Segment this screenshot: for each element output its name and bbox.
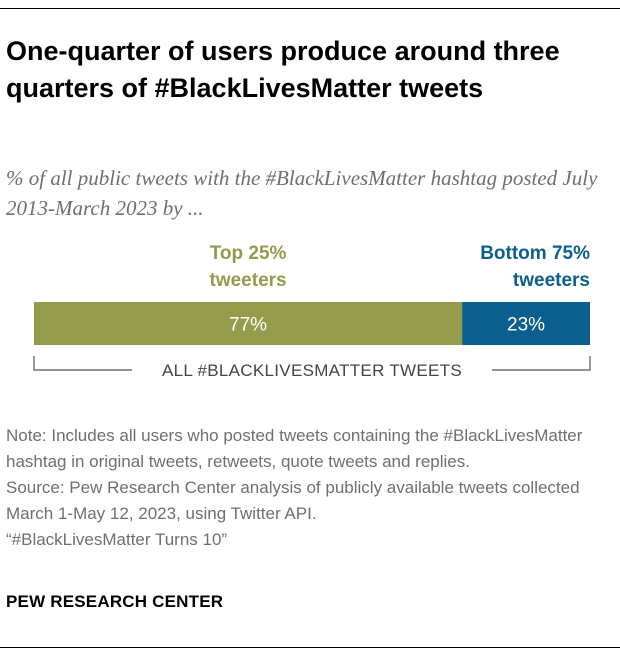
axis-label: ALL #BLACKLIVESMATTER TWEETS (162, 361, 462, 380)
notes-block: Note: Includes all users who posted twee… (6, 423, 606, 553)
bar-value-label-bottom-75: 23% (507, 315, 545, 336)
bar-segment-top-25 (34, 302, 463, 345)
axis-bracket-left (33, 356, 132, 371)
series-label-bottom-75-line-2: tweeters (513, 270, 590, 291)
chart-title: One-quarter of users produce around thre… (6, 36, 560, 103)
note-text: Note: Includes all users who posted twee… (6, 426, 583, 471)
series-label-top-25-line-1: Top 25% (210, 243, 287, 264)
series-label-top-25-line-2: tweeters (210, 270, 287, 291)
source-text: Source: Pew Research Center analysis of … (6, 478, 580, 523)
bar-segment-bottom-75 (462, 302, 590, 345)
bar-value-label-top-25: 77% (229, 315, 267, 336)
bottom-rule (0, 647, 620, 648)
stacked-bar-chart: 77% Top 25% tweeters 23% Bottom 75% tweeters A… (33, 243, 591, 380)
chart-subtitle: % of all public tweets with the #BlackLi… (6, 166, 598, 220)
report-title: “#BlackLivesMatter Turns 10” (6, 530, 228, 549)
top-rule (0, 8, 620, 9)
axis-bracket-right (492, 356, 591, 371)
pew-credit: PEW RESEARCH CENTER (6, 592, 224, 611)
series-label-bottom-75-line-1: Bottom 75% (480, 243, 590, 264)
